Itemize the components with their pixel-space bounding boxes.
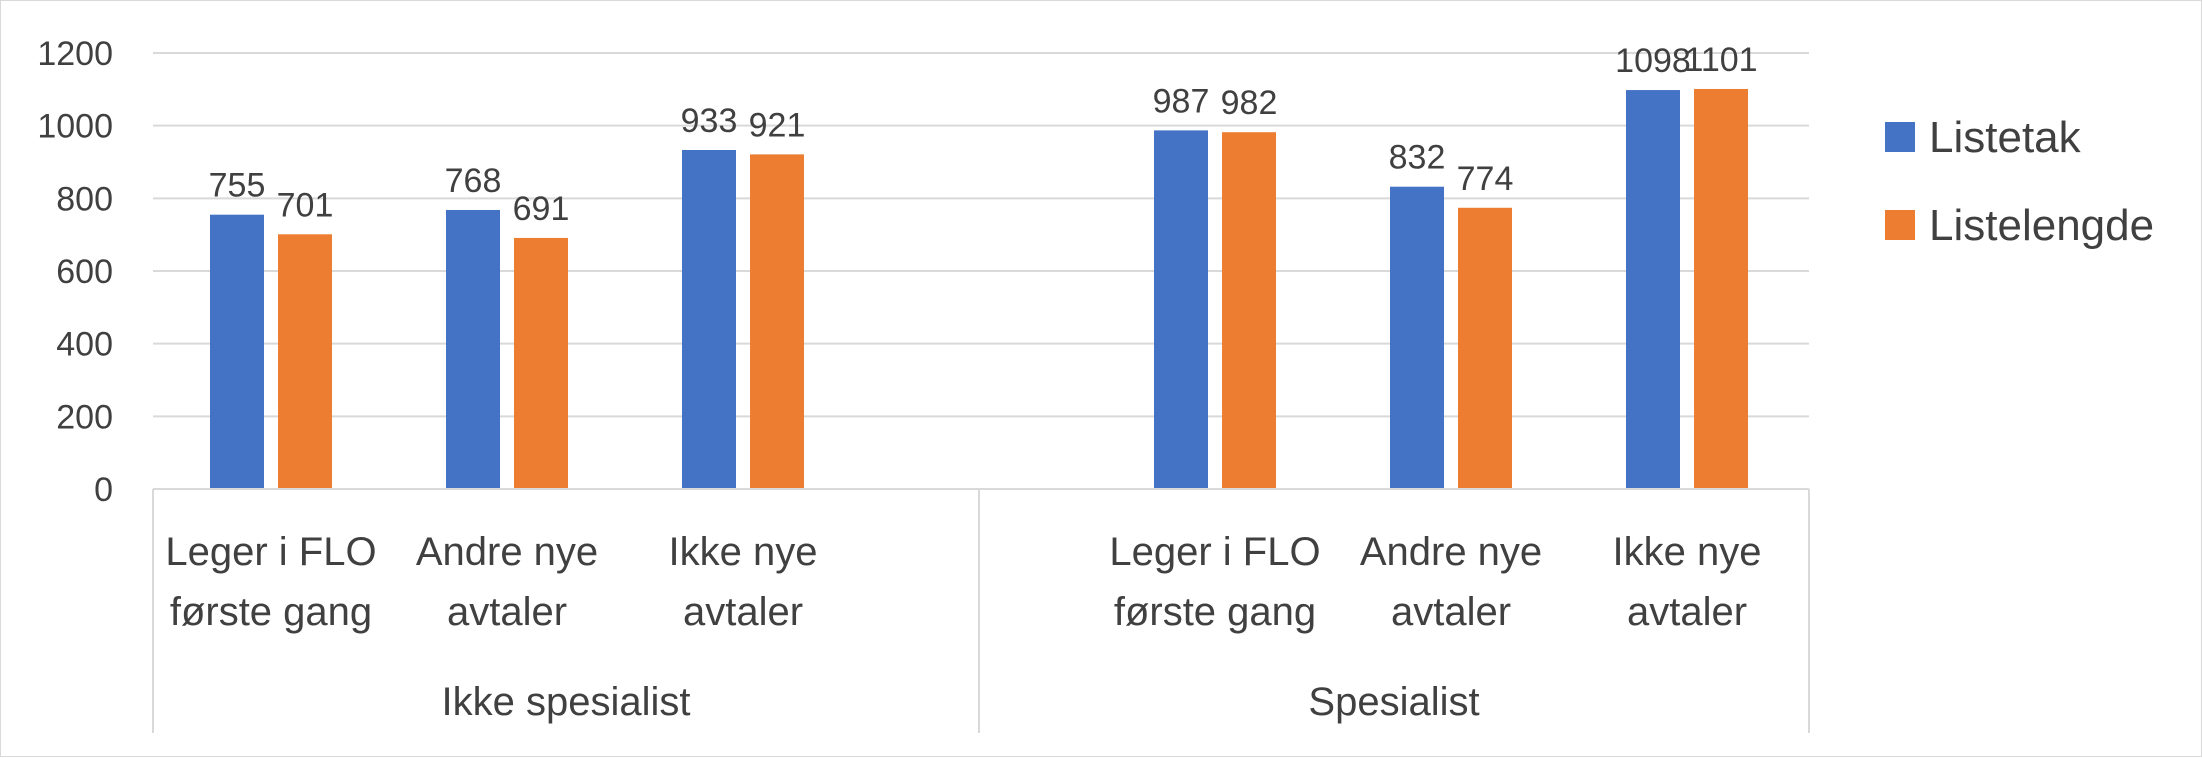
y-tick-label: 800	[56, 180, 113, 218]
bar-listelengde	[514, 237, 568, 489]
data-label: 691	[513, 190, 570, 228]
category-label: avtaler	[1391, 590, 1511, 634]
category-label: Leger i FLO	[165, 530, 376, 574]
bar-listetak	[1626, 90, 1680, 489]
category-label: avtaler	[447, 590, 567, 634]
legend-swatch	[1885, 122, 1915, 152]
bar-listetak	[446, 209, 500, 489]
bar-listelengde	[1222, 132, 1276, 489]
y-tick-label: 400	[56, 326, 113, 364]
data-label: 1098	[1615, 42, 1691, 80]
data-label: 933	[681, 102, 738, 140]
y-tick-label: 1200	[37, 35, 113, 73]
category-label: avtaler	[1627, 590, 1747, 634]
category-label: Andre nye	[1360, 530, 1542, 574]
category-label: Leger i FLO	[1109, 530, 1320, 574]
category-label: avtaler	[683, 590, 803, 634]
category-label: Ikke nye	[669, 530, 818, 574]
data-label: 1101	[1684, 41, 1757, 79]
bar-listelengde	[1458, 207, 1512, 489]
y-tick-label: 0	[94, 471, 113, 509]
data-label: 755	[209, 167, 266, 205]
data-label: 768	[445, 162, 502, 200]
data-label: 921	[749, 106, 806, 144]
legend-swatch	[1885, 210, 1915, 240]
bar-listetak	[682, 150, 736, 489]
legend-label: Listelengde	[1929, 201, 2154, 250]
bar-listelengde	[1694, 88, 1748, 489]
bar-listetak	[1154, 130, 1208, 489]
bar-listelengde	[278, 234, 332, 489]
category-label: første gang	[1114, 590, 1316, 634]
bar-listetak	[210, 214, 264, 489]
y-tick-label: 200	[56, 398, 113, 436]
category-label: Ikke nye	[1613, 530, 1762, 574]
y-tick-label: 600	[56, 253, 113, 291]
data-label: 701	[277, 186, 334, 224]
category-label: Andre nye	[416, 530, 598, 574]
category-label: første gang	[170, 590, 372, 634]
bar-listetak	[1390, 186, 1444, 489]
y-tick-label: 1000	[37, 108, 113, 146]
bar-listelengde	[750, 154, 804, 489]
data-label: 832	[1389, 139, 1446, 177]
data-label: 982	[1221, 84, 1278, 122]
group-label: Spesialist	[1308, 680, 1479, 724]
data-label: 987	[1153, 82, 1210, 120]
legend-label: Listetak	[1929, 113, 2082, 162]
data-label: 774	[1457, 160, 1514, 198]
group-label: Ikke spesialist	[442, 680, 691, 724]
